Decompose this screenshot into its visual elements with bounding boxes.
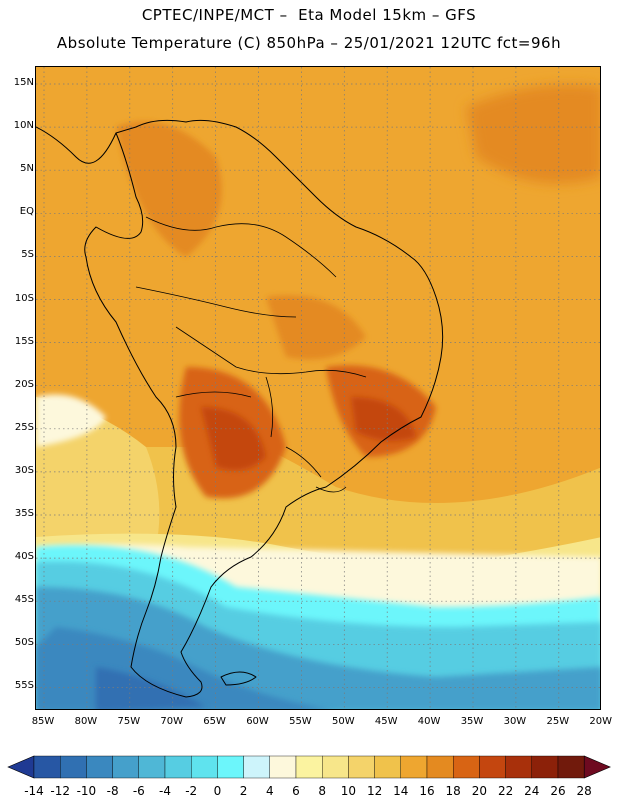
- colorbar-segment: [60, 755, 87, 779]
- colorbar-segment: [453, 755, 480, 779]
- lon-label: 35W: [460, 716, 484, 727]
- colorbar-tick-label: -2: [185, 784, 198, 798]
- lon-label: 25W: [546, 716, 570, 727]
- map-subtitle: Absolute Temperature (C) 850hPa – 25/01/…: [56, 34, 562, 52]
- colorbar-tick-label: 0: [213, 784, 222, 798]
- colorbar-min-arrow: [7, 755, 35, 779]
- lat-label: 5S: [21, 249, 34, 261]
- lat-label: 10N: [13, 120, 34, 132]
- map-title: CPTEC/INPE/MCT – Eta Model 15km – GFS: [141, 6, 477, 24]
- colorbar-segment: [243, 755, 271, 779]
- lon-label: 85W: [31, 716, 55, 727]
- colorbar-tick-label: 4: [265, 784, 274, 798]
- colorbar-segment: [322, 755, 349, 779]
- lon-label: 20W: [589, 716, 612, 727]
- colorbar-segment: [33, 755, 61, 779]
- lon-label: 65W: [203, 716, 226, 727]
- colorbar-tick-label: 24: [524, 784, 540, 798]
- lon-label: 50W: [331, 716, 355, 727]
- colorbar-segment: [557, 755, 585, 779]
- colorbar-tick-label: -6: [132, 784, 145, 798]
- lon-label: 80W: [74, 716, 98, 727]
- colorbar-segment: [112, 755, 139, 779]
- colorbar-max-arrow: [583, 755, 611, 779]
- lat-label: EQ: [19, 206, 34, 218]
- lon-label: 30W: [503, 716, 527, 727]
- lon-label: 70W: [160, 716, 183, 727]
- lon-label: 55W: [289, 716, 312, 727]
- lat-label: 35S: [14, 508, 34, 519]
- colorbar-tick-label: 18: [445, 784, 461, 798]
- lat-label: 5N: [20, 163, 34, 175]
- lon-label: 60W: [246, 716, 269, 727]
- colorbar-tick-label: 12: [366, 784, 383, 798]
- gridlines: [36, 67, 600, 709]
- lon-label: 45W: [374, 716, 398, 727]
- colorbar-segment: [295, 755, 323, 779]
- lat-label: 15S: [14, 335, 34, 347]
- temperature-field: [36, 67, 600, 709]
- lat-label: 15N: [13, 77, 34, 88]
- colorbar-segment: [217, 755, 244, 779]
- lat-label: 45S: [14, 594, 34, 606]
- colorbar-tick-label: -14: [24, 784, 44, 798]
- colorbar-tick-label: 6: [292, 784, 300, 798]
- lat-label: 55S: [14, 680, 34, 692]
- colorbar-segment: [190, 755, 218, 779]
- lat-label: 20S: [14, 378, 34, 390]
- lat-label: 40S: [14, 551, 34, 563]
- colorbar-segment: [426, 755, 454, 779]
- colorbar-tick-label: 14: [393, 784, 409, 798]
- temperature-map: [35, 66, 601, 710]
- colorbar: [0, 752, 618, 800]
- colorbar-tick-label: -10: [76, 784, 97, 798]
- lat-label: 30S: [14, 464, 34, 476]
- coastlines: [36, 119, 444, 698]
- colorbar-tick-label: 10: [340, 784, 357, 798]
- colorbar-tick-label: -4: [159, 784, 171, 798]
- lat-label: 50S: [14, 637, 34, 649]
- colorbar-segment: [531, 755, 559, 779]
- colorbar-tick-label: 22: [497, 784, 514, 798]
- colorbar-tick-label: 16: [419, 784, 435, 798]
- colorbar-tick-label: 20: [471, 784, 488, 798]
- colorbar-segment: [269, 755, 297, 779]
- colorbar-segment: [138, 755, 166, 779]
- lon-label: 75W: [117, 716, 141, 727]
- lat-label: 10S: [14, 292, 34, 304]
- colorbar-segment: [86, 755, 113, 779]
- colorbar-tick-label: -12: [50, 784, 70, 798]
- lat-label: 25S: [14, 421, 34, 433]
- colorbar-segment: [400, 755, 428, 779]
- colorbar-tick-label: 8: [318, 784, 326, 798]
- colorbar-tick-label: -8: [106, 784, 119, 798]
- colorbar-tick-label: 26: [550, 784, 566, 798]
- country-borders: [135, 216, 367, 493]
- colorbar-tick-label: 28: [576, 784, 592, 798]
- colorbar-segment: [348, 755, 375, 779]
- colorbar-tick-label: 2: [239, 784, 248, 798]
- colorbar-segment: [164, 755, 192, 779]
- colorbar-segment: [505, 755, 533, 779]
- colorbar-segment: [479, 755, 506, 779]
- colorbar-segment: [374, 755, 402, 779]
- lon-label: 40W: [417, 716, 441, 727]
